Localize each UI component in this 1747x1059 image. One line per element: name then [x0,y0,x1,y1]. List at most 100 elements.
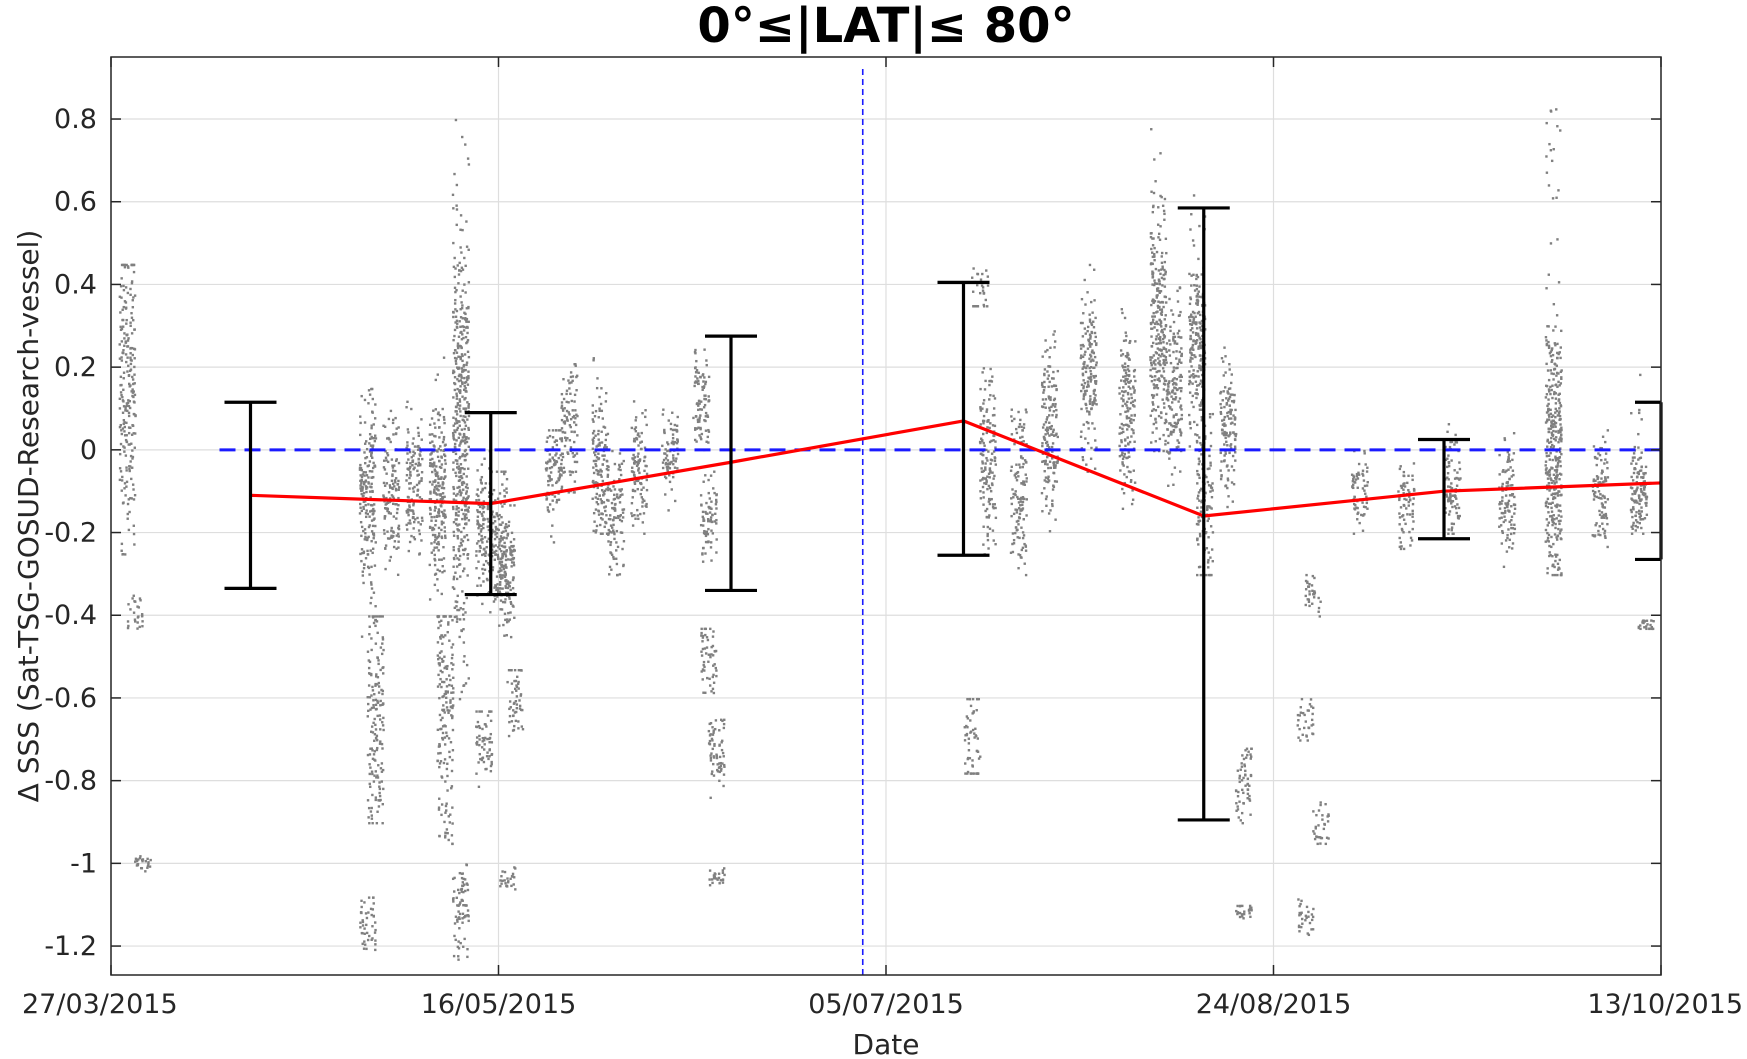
scatter-point [574,423,578,427]
scatter-point [374,796,378,799]
scatter-point [1121,461,1124,464]
scatter-point [641,411,644,415]
scatter-point [711,635,715,638]
scatter-point [368,524,371,527]
scatter-point [364,503,367,507]
scatter-point [1011,532,1015,535]
scatter-point [364,557,368,560]
scatter-point [1157,232,1161,236]
scatter-point [696,402,699,405]
scatter-point [371,908,375,911]
scatter-point [1017,410,1020,414]
scatter-point [551,524,554,527]
scatter-point [1085,407,1088,410]
scatter-point [477,498,481,502]
scatter-point [1153,386,1156,390]
scatter-point [128,510,131,514]
scatter-point [972,305,975,308]
scatter-point [1091,401,1094,404]
scatter-point [636,433,640,437]
scatter-point [1211,482,1214,485]
scatter-point [516,675,519,679]
scatter-point [131,388,134,391]
scatter-point [1092,320,1095,323]
scatter-point [498,544,501,547]
scatter-point [1176,332,1180,335]
scatter-point [1228,363,1231,366]
scatter-point [139,599,142,602]
scatter-point [631,466,634,469]
scatter-point [719,769,723,772]
scatter-point [1089,369,1092,373]
scatter-point [477,494,480,498]
scatter-point [1081,321,1084,325]
scatter-point [437,508,441,511]
scatter-point [549,478,552,481]
scatter-point [1090,323,1094,327]
scatter-point [1084,437,1087,440]
scatter-point [464,264,467,268]
scatter-point [1156,282,1159,285]
scatter-point [576,414,579,418]
scatter-point [1198,499,1201,502]
scatter-point [517,680,520,684]
scatter-point [477,785,481,788]
scatter-point [711,747,714,751]
scatter-point [701,524,705,527]
scatter-point [439,449,443,452]
scatter-point [1094,335,1097,339]
scatter-point [601,454,604,457]
scatter-point [378,785,381,788]
scatter-point [701,647,705,651]
scatter-point [704,510,707,514]
scatter-point [1195,284,1198,287]
scatter-point [391,469,395,472]
scatter-point [636,463,640,466]
scatter-point [714,649,718,653]
scatter-point [429,512,432,516]
scatter-point [512,556,516,560]
scatter-point [460,376,463,379]
scatter-point [1159,272,1162,276]
scatter-point [1178,375,1181,379]
scatter-point [457,916,461,919]
scatter-point [440,803,444,806]
scatter-point [594,450,598,453]
scatter-point [1124,444,1127,448]
scatter-point [1163,421,1167,425]
scatter-point [133,382,136,385]
scatter-point [462,368,466,372]
scatter-point [499,539,502,543]
scatter-point [378,787,382,791]
scatter-point [467,919,470,923]
scatter-point [982,496,985,499]
scatter-point [507,620,510,623]
scatter-point [363,398,367,402]
scatter-point [1095,342,1098,345]
scatter-point [371,489,374,493]
scatter-point [503,545,507,548]
scatter-point [700,631,703,635]
scatter-point [481,541,484,544]
scatter-point [366,486,369,489]
scatter-point [458,407,461,410]
scatter-point [701,678,704,681]
scatter-point [1017,475,1020,478]
scatter-point [1081,355,1085,359]
scatter-point [371,793,374,797]
scatter-point [721,739,724,743]
scatter-point [475,736,479,739]
scatter-point [455,508,458,511]
scatter-point [1196,538,1199,542]
scatter-point [450,787,453,790]
scatter-point [1191,382,1194,385]
scatter-point [458,398,461,401]
scatter-point [1159,355,1162,358]
scatter-point [386,452,389,455]
scatter-point [397,488,400,491]
scatter-point [458,269,461,272]
scatter-point [1055,480,1059,483]
scatter-point [1195,321,1198,324]
scatter-point [1056,460,1059,463]
scatter-point [701,388,704,391]
